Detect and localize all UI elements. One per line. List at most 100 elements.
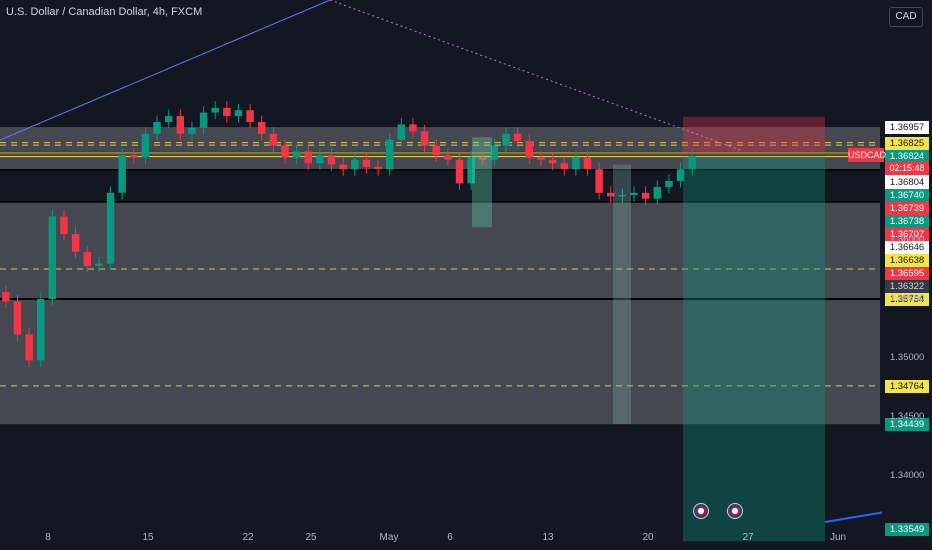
candle	[188, 121, 196, 141]
candle	[420, 124, 429, 153]
candle	[688, 149, 696, 176]
candle-body	[188, 127, 196, 134]
candle	[432, 139, 440, 162]
candle	[327, 148, 336, 171]
candle	[513, 127, 522, 148]
candle-body	[618, 195, 627, 197]
candle-body	[455, 159, 464, 184]
candle-body	[490, 145, 499, 160]
time-tick: 27	[742, 532, 754, 543]
candle	[467, 150, 475, 190]
candle	[292, 145, 301, 164]
candle-body	[467, 157, 475, 184]
price-tick: 1.35000	[890, 352, 925, 363]
candle-body	[362, 159, 371, 167]
candle	[106, 186, 115, 271]
candle	[2, 285, 10, 308]
candle-body	[641, 192, 650, 199]
candle	[60, 209, 68, 241]
candle-body	[13, 301, 22, 335]
price-label: 1.33549	[885, 523, 929, 537]
us-flag-event-icon[interactable]	[693, 503, 709, 519]
candle	[153, 115, 161, 141]
price-tick: 1.36000	[890, 234, 925, 245]
candle-body	[164, 116, 173, 122]
candle-body	[572, 157, 580, 170]
price-label: 1.36804	[885, 175, 929, 189]
candle-body	[688, 156, 696, 170]
price-label: 1.36646	[885, 240, 929, 254]
candle-body	[292, 151, 301, 158]
price-label: 1.36740	[885, 188, 929, 202]
candle	[385, 133, 394, 176]
candle-body	[25, 334, 33, 361]
candle-body	[246, 110, 254, 122]
candle	[258, 115, 266, 141]
price-label: 1.36824	[885, 149, 929, 163]
candle	[444, 148, 452, 167]
us-flag-event-icon[interactable]	[727, 503, 743, 519]
candle	[36, 292, 45, 367]
price-label: 1.36738	[885, 214, 929, 228]
candle	[71, 227, 80, 259]
price-label: 1.36825	[885, 136, 929, 150]
candle-body	[281, 145, 289, 158]
candle	[13, 294, 22, 341]
candle-body	[351, 159, 359, 170]
candle-body	[339, 164, 347, 170]
time-tick: 25	[305, 532, 317, 543]
candle	[455, 153, 464, 190]
time-tick: Jun	[829, 532, 847, 543]
candle-body	[141, 133, 150, 158]
candle	[164, 109, 173, 129]
symbol-tag: USDCAD	[848, 148, 887, 162]
candle-body	[234, 110, 243, 117]
candle-body	[130, 155, 138, 158]
price-label: 1.34439	[885, 418, 929, 432]
candle-body	[444, 155, 452, 160]
candle	[246, 103, 254, 129]
candle	[641, 186, 650, 206]
candle-body	[60, 216, 68, 235]
trend-line	[0, 0, 331, 141]
currency-button[interactable]: CAD	[889, 7, 923, 27]
candle-body	[304, 151, 313, 164]
stop-loss-zone	[683, 116, 825, 153]
chart-title: U.S. Dollar / Canadian Dollar, 4h, FXCM	[6, 6, 203, 18]
candle	[269, 127, 278, 153]
candle	[525, 134, 534, 164]
candle	[397, 117, 406, 147]
candle	[618, 188, 627, 203]
candle	[118, 148, 126, 200]
candle-body	[537, 157, 545, 160]
candle-body	[374, 166, 382, 170]
candle	[548, 153, 557, 170]
candle-body	[397, 124, 406, 140]
candle-body	[2, 291, 10, 302]
candle	[665, 174, 673, 194]
highlight-zone	[472, 137, 492, 228]
price-label: 1.36638	[885, 253, 929, 267]
candle-body	[595, 169, 603, 193]
time-tick: 22	[242, 532, 254, 543]
candle-body	[71, 234, 80, 252]
candle	[351, 153, 359, 176]
candle	[304, 145, 313, 170]
price-label: 1.36707	[885, 227, 929, 241]
candle	[48, 209, 57, 306]
candle	[83, 245, 91, 273]
candle-body	[83, 251, 91, 266]
candle	[339, 157, 347, 176]
candle-body	[258, 122, 266, 134]
candle-body	[269, 133, 278, 146]
candle-body	[211, 107, 219, 113]
candle	[409, 117, 417, 138]
candle-body	[106, 192, 115, 264]
candle-body	[36, 299, 45, 361]
candle	[572, 150, 580, 176]
time-tick: 13	[542, 532, 554, 543]
candle-body	[560, 163, 568, 170]
time-tick: May	[379, 532, 399, 543]
candle-body	[48, 216, 57, 299]
